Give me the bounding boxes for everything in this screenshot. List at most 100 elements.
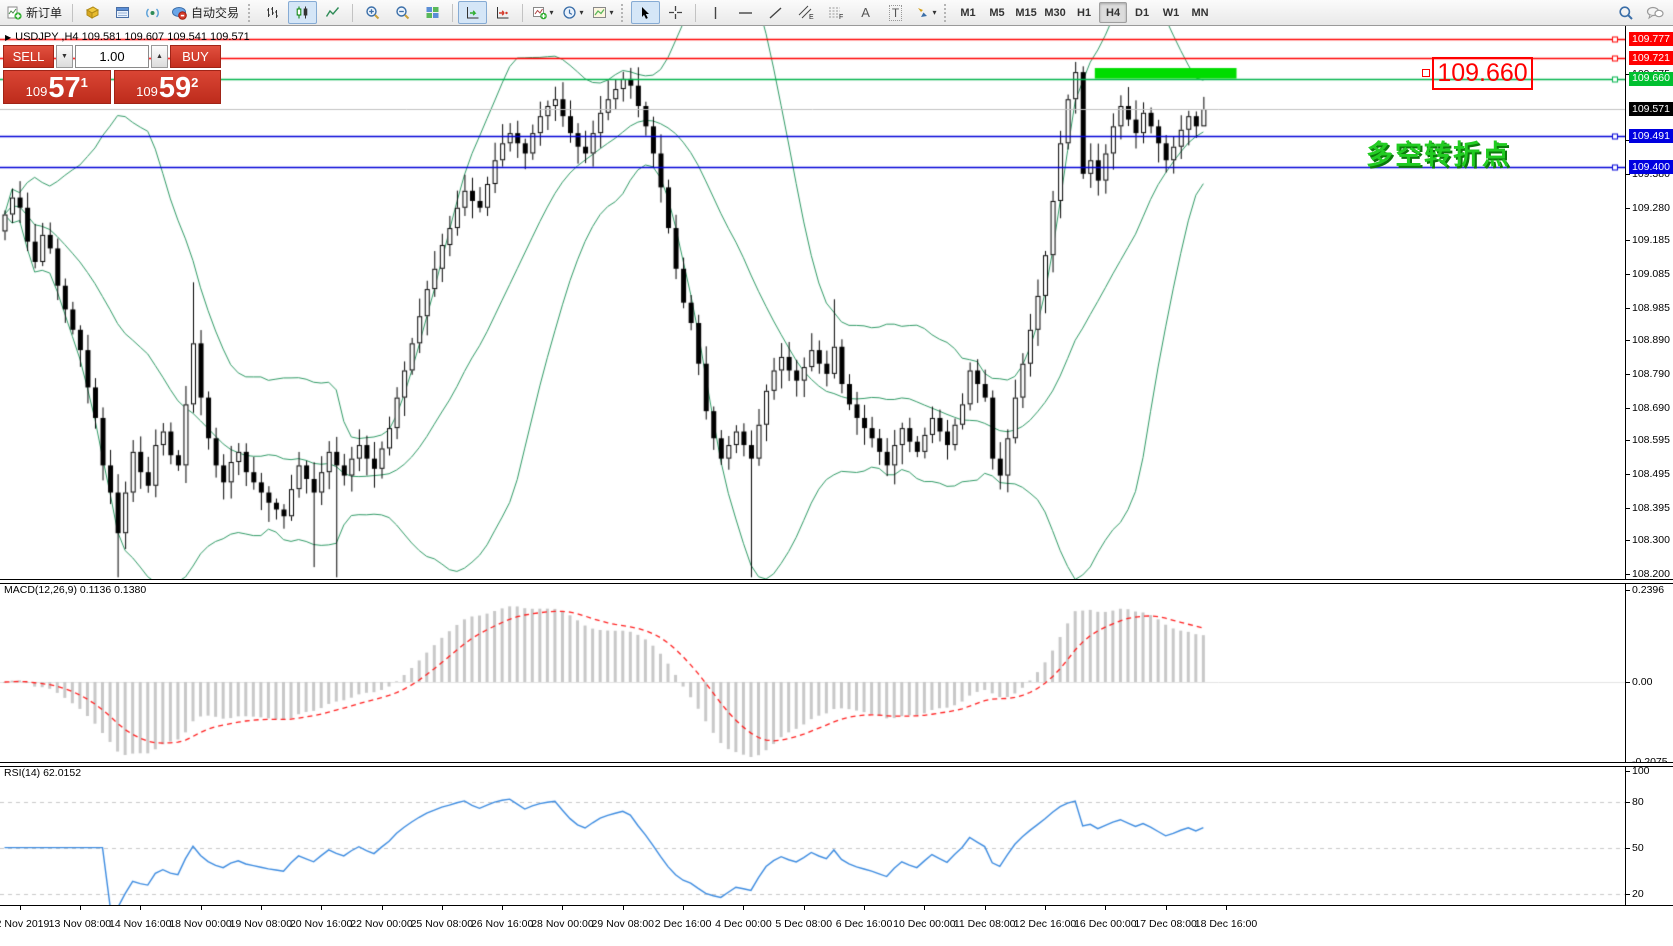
time-label: 2 Dec 16:00 [654,918,712,930]
navigator-button[interactable] [138,1,167,24]
rsi-tick-mark [1626,801,1630,803]
navigator-icon [146,8,159,18]
sell-price-prefix: 109 [25,84,48,99]
new-order-button[interactable]: 新订单 [4,1,67,24]
auto-trading-button[interactable]: 自动交易 [168,1,244,24]
time-label: 4 Dec 00:00 [715,918,772,930]
buy-button[interactable]: BUY [170,45,221,68]
trendline-icon [769,6,782,19]
time-label: 26 Nov 16:00 [470,918,534,930]
rsi-tick-label: 100 [1632,765,1650,777]
one-click-trading-panel: SELL ▼ ▲ BUY 109 57 1 109 59 2 [3,45,221,104]
toolbar: 新订单 自动交易 [0,0,1673,26]
time-tick-mark [864,906,866,910]
sell-button[interactable]: SELL [3,45,54,68]
fibonacci-button[interactable]: F [821,1,850,24]
main-chart-canvas[interactable] [0,26,1625,579]
indicators-icon [532,7,547,20]
market-watch-button[interactable] [78,1,107,24]
callout-anchor-marker[interactable] [1422,69,1430,77]
volume-increase-button[interactable]: ▲ [151,45,168,68]
buy-price-tile[interactable]: 109 59 2 [113,70,221,104]
volume-decrease-button[interactable]: ▼ [56,45,73,68]
zoom-in-icon [366,6,380,20]
timeframe-m30[interactable]: M30 [1044,6,1066,19]
time-tick-mark [1165,906,1167,910]
text-tool-button[interactable]: A [851,1,880,24]
chat-button[interactable] [1640,1,1669,24]
time-label: 28 Nov 00:00 [531,918,594,930]
time-tick-mark [562,906,564,910]
sell-price-tile[interactable]: 109 57 1 [3,70,111,104]
tile-windows-button[interactable] [418,1,447,24]
time-label: 12 Dec 16:00 [1013,918,1077,930]
vertical-line-button[interactable] [701,1,730,24]
time-label: 14 Nov 16:00 [108,918,172,930]
price-tick-mark [1626,473,1630,475]
zoom-out-button[interactable] [388,1,417,24]
price-callout[interactable]: 109.660 [1432,57,1533,90]
chart-bars-icon [267,7,279,18]
note-annotation[interactable]: 多空转折点 [1366,140,1511,170]
time-label: 18 Dec 16:00 [1194,918,1258,930]
chart-bars-button[interactable] [258,1,287,24]
horizontal-line-button[interactable] [731,1,760,24]
horizontal-line-icon [739,11,753,14]
new-order-icon [7,6,22,20]
arrows-tool-button[interactable]: ▾ [911,1,940,24]
time-label: 18 Nov 00:00 [169,918,232,930]
templates-icon [592,7,606,18]
timeframe-d1[interactable]: D1 [1135,6,1150,19]
macd-label: MACD(12,26,9) 0.1136 0.1380 [4,584,147,596]
timeframe-h4[interactable]: H4 [1099,2,1128,23]
volume-input[interactable] [75,45,149,68]
rsi-tick-mark [1626,847,1630,849]
channel-button[interactable]: E [791,1,820,24]
price-tick-label: 109.280 [1632,201,1670,214]
time-label: 10 Dec 00:00 [893,918,956,930]
indicators-button[interactable]: ▾ [528,1,557,24]
macd-pane-canvas[interactable] [0,582,1625,762]
timeframe-h1[interactable]: H1 [1077,6,1092,19]
buy-price-big: 59 [158,72,192,104]
dropdown-caret: ▾ [932,8,937,17]
price-tick-mark [1626,73,1630,75]
rsi-pane-canvas[interactable] [0,765,1625,905]
auto-scroll-button[interactable] [458,1,488,24]
macd-pane-splitter[interactable] [0,579,1673,584]
timeframe-w1[interactable]: W1 [1162,6,1180,19]
trendline-button[interactable] [761,1,790,24]
price-tick-mark [1626,507,1630,509]
rsi-pane-splitter[interactable] [0,762,1673,767]
templates-button[interactable]: ▾ [588,1,617,24]
price-tick-mark [1626,540,1630,541]
price-tick-mark [1626,439,1630,441]
time-label: 12 Nov 2019 [0,918,50,930]
timeframe-m15[interactable]: M15 [1015,6,1037,19]
channel-icon: E [798,5,814,20]
time-label: 6 Dec 16:00 [835,918,893,930]
timeframe-m1[interactable]: M1 [960,6,976,19]
data-window-button[interactable] [108,1,137,24]
timeframe-m5[interactable]: M5 [989,6,1005,19]
periods-button[interactable]: ▾ [558,1,587,24]
search-button[interactable] [1611,1,1640,24]
svg-text:F: F [839,14,843,20]
chart-line-button[interactable] [318,1,347,24]
price-tick-label: 109.185 [1632,233,1670,246]
price-tick-label: 108.395 [1632,501,1670,514]
macd-tick-label: 0.2396 [1632,583,1665,596]
timeframe-mn[interactable]: MN [1191,6,1209,19]
sell-price-big: 57 [48,72,81,104]
chart-candles-button[interactable] [288,1,318,24]
time-tick-mark [1105,906,1107,910]
crosshair-button[interactable] [661,1,690,24]
chart-shift-button[interactable] [488,1,517,24]
zoom-in-button[interactable] [358,1,387,24]
time-tick-mark [441,906,443,910]
time-label: 11 Dec 08:00 [953,918,1016,930]
chart-shift-icon [497,7,509,19]
label-tool-button[interactable]: T [881,1,910,24]
price-tick-mark [1626,139,1630,141]
cursor-button[interactable] [631,1,661,24]
